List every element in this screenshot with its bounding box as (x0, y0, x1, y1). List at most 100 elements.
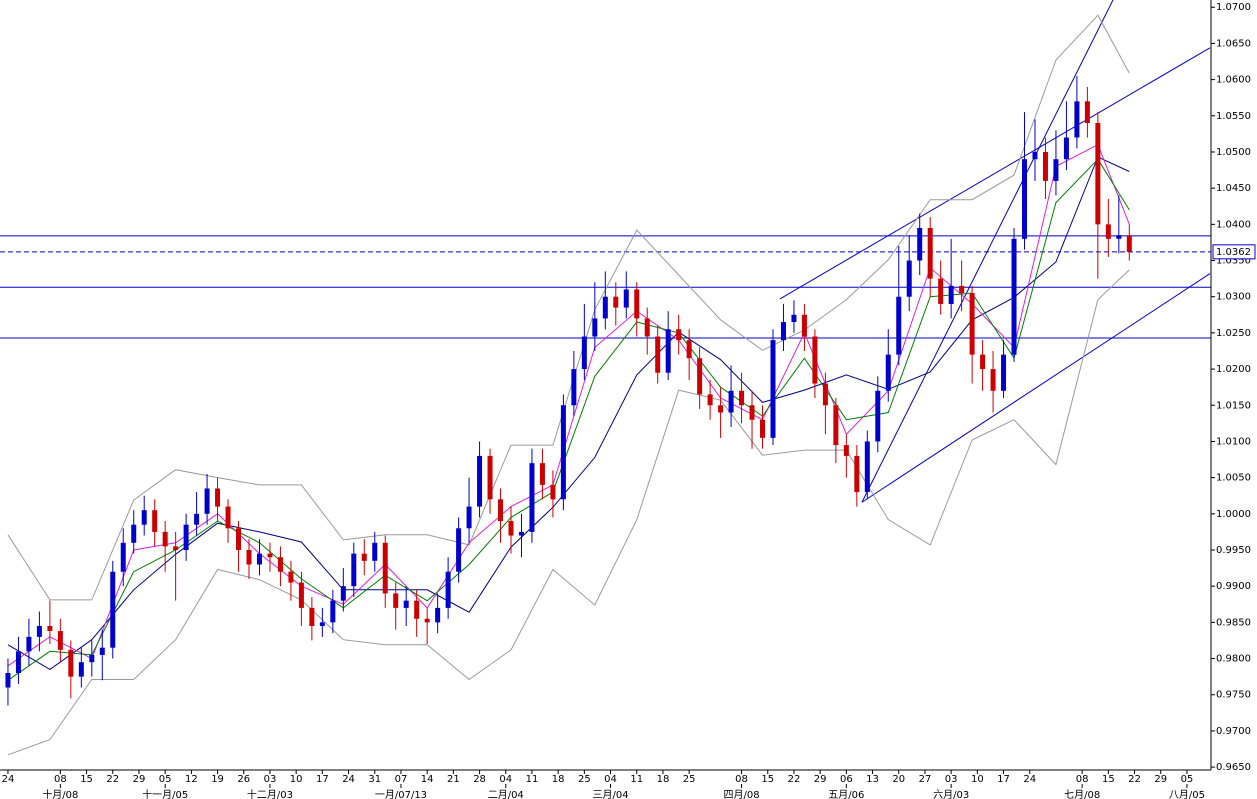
x-tick-label: 10 (290, 774, 303, 785)
x-tick-label: 08 (54, 774, 67, 785)
candle-body (424, 618, 430, 623)
candle-body (959, 285, 965, 294)
x-tick-label: 17 (997, 774, 1010, 785)
candle-body (1084, 101, 1090, 124)
candle-body (707, 394, 713, 406)
x-tick-label: 15 (761, 774, 774, 785)
x-tick-label: 05 (159, 774, 172, 785)
x-tick-label: 06 (840, 774, 853, 785)
candle-body (382, 542, 388, 594)
x-tick-label: 08 (1076, 774, 1089, 785)
candle-body (592, 318, 598, 337)
candle-body (854, 455, 860, 493)
candle-body (330, 600, 336, 623)
x-tick-label: 08 (735, 774, 748, 785)
candle-body (26, 636, 32, 652)
candle-body (634, 289, 640, 319)
candle-body (760, 419, 766, 438)
y-tick-label: 0.9750 (1216, 690, 1251, 701)
candle-body (68, 649, 74, 677)
candle-body (927, 227, 933, 279)
month-tick-label: 十二月/03 (247, 788, 293, 799)
candle-body (843, 445, 849, 456)
candle-body (162, 531, 168, 547)
candle-body (885, 354, 891, 391)
candle-body (1032, 151, 1038, 160)
candle-body (215, 488, 221, 507)
trendline (779, 47, 1211, 300)
y-tick-label: 1.0050 (1216, 473, 1251, 484)
candle-body (131, 524, 137, 543)
candle-body (435, 607, 441, 623)
month-tick-label: 二月/04 (488, 789, 524, 799)
candle-body (780, 322, 786, 341)
candle-body (550, 484, 556, 500)
candle-body (78, 662, 84, 677)
candle-body (89, 654, 95, 663)
candle-body (15, 651, 21, 674)
candle-body (812, 336, 818, 384)
candle-body (655, 336, 661, 373)
candle-body (204, 488, 210, 514)
candle-body (487, 455, 493, 500)
y-tick-label: 0.9850 (1216, 617, 1251, 628)
x-tick-label: 29 (133, 774, 146, 785)
candle-body (57, 631, 63, 650)
last-price-box (1212, 244, 1256, 260)
x-tick-label: 11 (630, 774, 643, 785)
y-tick-label: 1.0300 (1216, 292, 1251, 303)
candle-body (529, 463, 535, 532)
candle-body (969, 293, 975, 355)
candle-body (1095, 123, 1101, 225)
candle-body (697, 358, 703, 395)
candle-body (120, 542, 126, 572)
candle-body (414, 600, 420, 619)
candle-body (309, 607, 315, 626)
candle-body (1116, 235, 1122, 239)
indicator-line (7, 156, 1130, 670)
candle-body (791, 314, 797, 323)
x-tick-label: 17 (316, 774, 329, 785)
x-tick-label: 18 (657, 774, 670, 785)
candle-body (686, 340, 692, 359)
candle-body (236, 528, 242, 550)
y-tick-label: 1.0400 (1216, 219, 1251, 230)
candle-body (1001, 354, 1007, 391)
candle-body (141, 510, 147, 525)
candle-body (1053, 159, 1059, 181)
candle-body (498, 499, 504, 522)
candle-body (518, 531, 524, 536)
candle-body (728, 390, 734, 413)
x-tick-label: 19 (211, 774, 224, 785)
month-tick-label: 十月/08 (42, 788, 78, 799)
y-tick-label: 0.9650 (1216, 762, 1251, 773)
x-tick-label: 28 (473, 774, 486, 785)
y-tick-label: 1.0600 (1216, 75, 1251, 86)
trendline (861, 0, 1114, 503)
y-tick-label: 0.9950 (1216, 545, 1251, 556)
x-tick-label: 15 (80, 774, 93, 785)
candle-body (1042, 151, 1048, 181)
candle-body (676, 329, 682, 341)
month-tick-label: 五月/06 (828, 789, 864, 799)
y-tick-label: 0.9700 (1216, 726, 1251, 737)
x-tick-label: 04 (499, 774, 512, 785)
x-tick-label: 22 (788, 774, 801, 785)
candle-body (739, 390, 745, 406)
candle-body (581, 336, 587, 370)
indicator-line (7, 269, 1130, 756)
candle-body (896, 296, 902, 355)
y-tick-label: 1.0250 (1216, 328, 1251, 339)
candle-body (173, 546, 179, 550)
x-tick-label: 24 (2, 774, 15, 785)
month-tick-label: 十一月/05 (142, 788, 188, 799)
candle-body (477, 455, 483, 507)
x-tick-label: 22 (1128, 774, 1141, 785)
y-tick-label: 1.0100 (1216, 436, 1251, 447)
candle-body (456, 528, 462, 572)
candle-body (602, 296, 608, 319)
candle-body (990, 369, 996, 391)
candle-body (917, 227, 923, 261)
x-tick-label: 25 (683, 774, 696, 785)
